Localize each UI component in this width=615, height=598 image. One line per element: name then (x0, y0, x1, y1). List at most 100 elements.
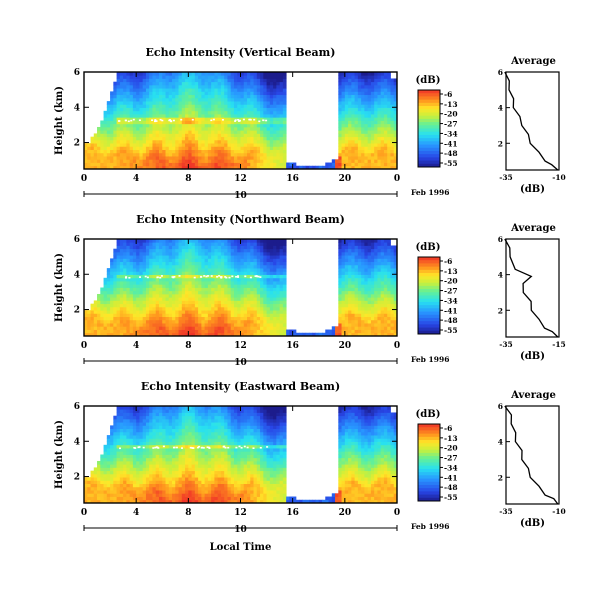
heatmap-cell (201, 104, 206, 108)
heatmap-cell (263, 268, 267, 272)
heatmap-cell (227, 120, 232, 125)
heatmap-cell (217, 133, 222, 138)
heatmap-cell (263, 78, 267, 83)
heatmap-cell (142, 261, 147, 266)
heatmap-cell (100, 287, 104, 292)
heatmap-cell (139, 139, 144, 144)
heatmap-cell (279, 300, 284, 305)
heatmap-cell (97, 326, 101, 330)
heatmap-cell (380, 88, 385, 92)
heatmap-cell (243, 152, 248, 157)
heatmap-cell (93, 133, 98, 138)
heatmap-cell (149, 78, 153, 83)
heatmap-cell (367, 316, 372, 321)
heatmap-cell (129, 303, 134, 308)
heatmap-cell (364, 75, 369, 79)
profile-x-tick-label: -35 (499, 173, 513, 182)
heatmap-cell (233, 165, 238, 170)
heatmap-cell (354, 287, 359, 292)
heatmap-cell (172, 130, 176, 134)
heatmap-cell (237, 72, 241, 76)
heatmap-cell (233, 117, 238, 121)
heatmap-cell (282, 94, 287, 99)
heatmap-cell (253, 271, 258, 275)
heatmap-cell (380, 120, 385, 125)
heatmap-cell (364, 110, 369, 115)
heatmap-cell (361, 101, 365, 105)
heatmap-cell (126, 264, 131, 269)
heatmap-cell (351, 94, 356, 99)
heatmap-cell (276, 319, 281, 324)
colorbar-frame (417, 256, 441, 335)
heatmap-cell (354, 156, 359, 160)
heatmap-cell (149, 329, 153, 334)
heatmap-cell (191, 114, 196, 118)
heatmap-cell (106, 165, 111, 170)
heatmap-cell (224, 136, 228, 141)
heatmap-cell (266, 110, 271, 115)
heatmap-cell (204, 149, 209, 154)
heatmap-cell (351, 261, 356, 266)
heatmap-cell (273, 143, 277, 147)
heatmap-cell (106, 319, 111, 324)
heatmap-cell (181, 303, 186, 308)
heatmap-cell (113, 84, 117, 89)
heatmap-cell (110, 483, 114, 488)
heatmap-cell (165, 284, 170, 288)
heatmap-cell (269, 133, 274, 138)
heatmap-cell (247, 251, 251, 256)
heatmap-cell (175, 255, 179, 259)
heatmap-cell (142, 306, 147, 311)
colorbar-swatch (418, 163, 440, 168)
heatmap-cell (201, 281, 206, 285)
heatmap-cell (354, 130, 359, 134)
heatmap-cell (158, 255, 163, 259)
heatmap-cell (217, 248, 222, 253)
heatmap-cell (224, 258, 228, 263)
heatmap-cell (335, 329, 339, 334)
heatmap-cell (338, 162, 342, 167)
heatmap-cell (155, 88, 160, 92)
heatmap-cell (142, 81, 147, 86)
heatmap-cell (188, 152, 192, 157)
heatmap-cell (204, 277, 209, 282)
heatmap-cell (361, 78, 365, 83)
heatmap-cell (233, 120, 238, 125)
heatmap-cell (227, 264, 232, 269)
heatmap-cell (106, 139, 111, 144)
heatmap-cell (370, 281, 375, 285)
heatmap-cell (165, 251, 170, 256)
heatmap-cell (214, 313, 219, 317)
heatmap-cell (279, 94, 284, 99)
heatmap-cell (103, 156, 108, 160)
heatmap-cell (110, 477, 114, 481)
heatmap-cell (100, 460, 104, 465)
heatmap-cell (106, 281, 111, 285)
heatmap-cell (348, 75, 352, 79)
heatmap-cell (240, 284, 245, 288)
heatmap-cell (374, 130, 378, 134)
heatmap-cell (383, 323, 388, 327)
heatmap-cell (165, 258, 170, 263)
heatmap-cell (191, 143, 196, 147)
heatmap-cell (393, 156, 398, 160)
heatmap-cell (367, 281, 372, 285)
heatmap-cell (194, 97, 199, 102)
heatmap-cell (158, 268, 163, 272)
heatmap-cell (370, 313, 375, 317)
heatmap-cell (344, 114, 349, 118)
heatmap-cell (227, 143, 232, 147)
heatmap-cell (237, 319, 241, 324)
heatmap-cell (227, 261, 232, 266)
heatmap-cell (273, 306, 277, 311)
heatmap-cell (260, 271, 264, 275)
heatmap-cell (152, 162, 157, 167)
heatmap-cell (129, 162, 134, 167)
heatmap-cell (393, 287, 398, 292)
heatmap-cell (282, 297, 287, 301)
heatmap-cell (123, 277, 127, 282)
heatmap-cell (348, 319, 352, 324)
heatmap-cell (129, 287, 134, 292)
heatmap-cell (158, 88, 163, 92)
heatmap-cell (149, 332, 153, 337)
